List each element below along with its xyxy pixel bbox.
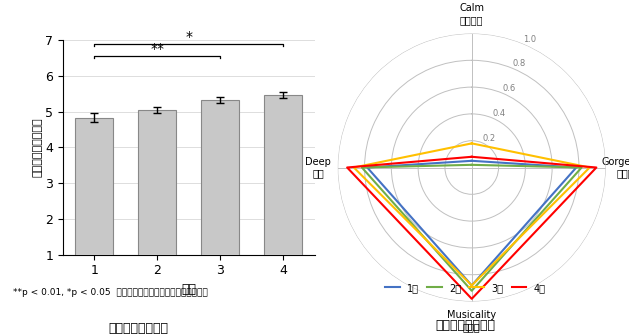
Bar (138, 110, 176, 290)
Bar (75, 118, 113, 290)
Text: **: ** (150, 42, 164, 56)
Legend: 1種, 2種, 3種, 4種: 1種, 2種, 3種, 4種 (381, 279, 550, 296)
Text: 種数と好みの得点: 種数と好みの得点 (108, 322, 169, 335)
Text: **p < 0.01, *p < 0.05  統計的に有意な差があることを示す。: **p < 0.01, *p < 0.05 統計的に有意な差があることを示す。 (13, 288, 208, 297)
Bar (201, 100, 239, 290)
Y-axis label: 好みの得点の平均値: 好みの得点の平均値 (33, 118, 42, 177)
Bar (264, 95, 302, 290)
Text: 種数と印象の得点: 種数と印象の得点 (435, 319, 496, 332)
X-axis label: 種数: 種数 (181, 283, 196, 296)
Text: *: * (185, 30, 192, 44)
